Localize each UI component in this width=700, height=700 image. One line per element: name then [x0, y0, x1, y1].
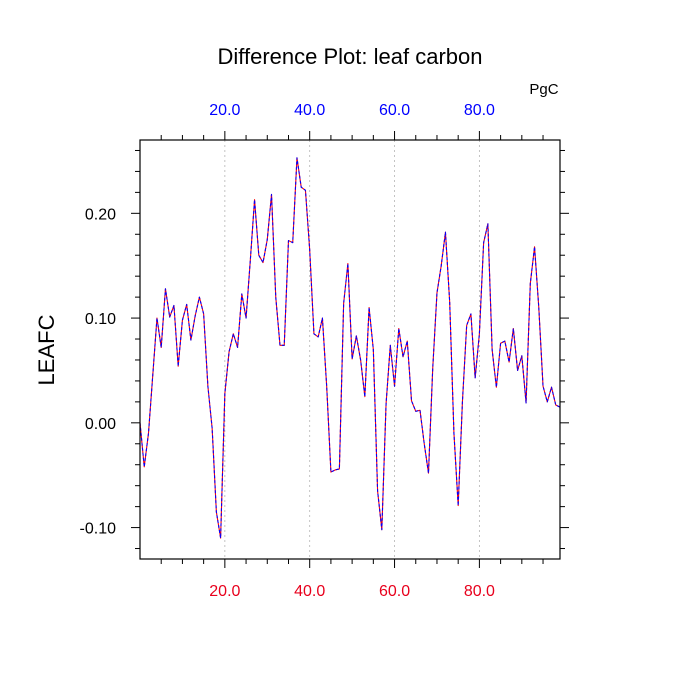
x-tick-label-top: 40.0	[294, 102, 325, 119]
x-tick-label-bottom: 20.0	[209, 583, 240, 600]
units-label: PgC	[529, 81, 558, 98]
x-tick-label-bottom: 40.0	[294, 583, 325, 600]
x-tick-label-top: 20.0	[209, 102, 240, 119]
x-tick-label-bottom: 60.0	[379, 583, 410, 600]
y-axis-label: LEAFC	[34, 314, 59, 385]
y-tick-label: -0.10	[80, 521, 117, 538]
y-tick-label: 0.20	[85, 206, 116, 223]
chart-title: Difference Plot: leaf carbon	[218, 44, 483, 69]
series-lines	[139, 157, 561, 539]
tick-labels: 20.0 20.0 40.0 40.0 60.0 60.0 80.0 80.0 -0.10 0.0…	[80, 102, 496, 600]
plot-frame	[139, 139, 561, 560]
x-tick-label-bottom: 80.0	[464, 583, 495, 600]
x-tick-label-top: 60.0	[379, 102, 410, 119]
series-line-blue-dashed	[139, 157, 561, 539]
y-tick-label: 0.00	[85, 416, 116, 433]
x-tick-label-top: 80.0	[464, 102, 495, 119]
y-tick-label: 0.10	[85, 311, 116, 328]
series-line-red	[139, 157, 561, 539]
axis-ticks	[131, 131, 569, 568]
